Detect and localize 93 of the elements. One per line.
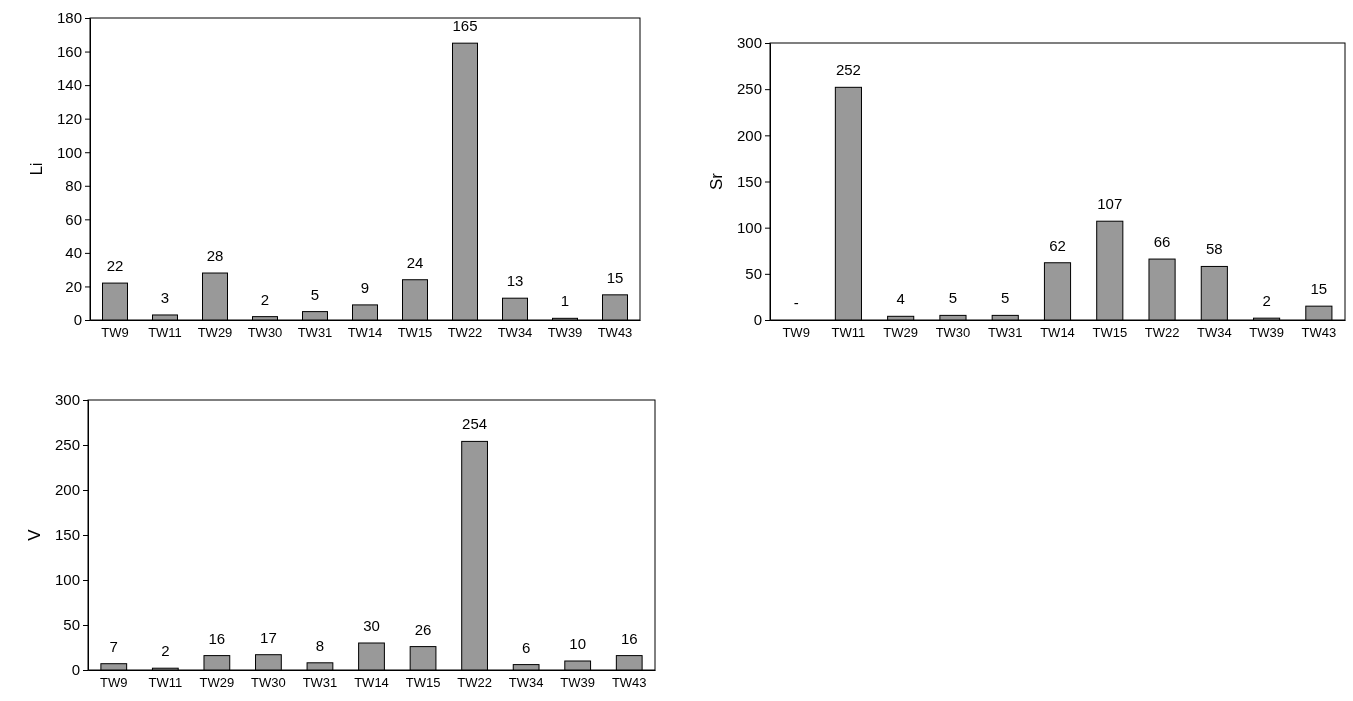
data-label: 165	[452, 17, 478, 35]
data-label: 58	[1205, 240, 1223, 258]
x-tick-label: TW43	[1301, 325, 1337, 341]
data-label: 8	[315, 636, 325, 654]
y-tick-label: 120	[56, 109, 82, 127]
data-label: 1	[560, 292, 570, 310]
y-tick-label: 160	[56, 42, 82, 60]
x-tick-label: TW14	[354, 675, 389, 691]
x-tick-label: TW11	[831, 325, 866, 341]
x-tick-label: TW30	[251, 675, 286, 691]
y-tick-label: 300	[54, 391, 80, 409]
x-tick-label: TW15	[405, 675, 441, 691]
data-label: 66	[1153, 233, 1171, 251]
x-tick-label: TW31	[297, 325, 333, 341]
x-tick-label: TW11	[148, 325, 182, 341]
y-tick-label: 0	[73, 311, 82, 329]
data-label: 6	[521, 638, 531, 656]
y-tick-label: 60	[65, 210, 82, 228]
x-tick-label: TW34	[497, 325, 533, 341]
data-label: 3	[160, 288, 170, 306]
x-tick-label: TW29	[197, 325, 233, 341]
data-label: 10	[569, 635, 587, 652]
data-label: 5	[1001, 289, 1010, 307]
data-label: 5	[948, 289, 958, 307]
x-tick-label: TW9	[782, 325, 810, 341]
x-tick-label: TW15	[397, 325, 433, 341]
data-label: 2	[260, 290, 270, 308]
y-tick-label: 50	[745, 265, 762, 283]
x-tick-label: TW30	[247, 325, 283, 341]
x-tick-label: TW39	[547, 325, 583, 341]
x-tick-label: TW31	[987, 325, 1023, 341]
y-tick-label: 250	[736, 80, 762, 98]
data-label: 5	[310, 285, 320, 303]
data-label: 28	[206, 247, 224, 265]
data-label: 254	[462, 415, 488, 433]
y-tick-label: 40	[65, 244, 82, 262]
data-label: 17	[260, 628, 277, 646]
x-tick-label: TW11	[148, 675, 183, 691]
y-tick-label: 80	[65, 177, 82, 195]
y-tick-label: 100	[736, 218, 762, 236]
data-label: 15	[606, 268, 624, 286]
y-tick-label: 150	[736, 172, 762, 190]
x-tick-label: TW9	[101, 325, 129, 341]
data-label: 2	[1262, 292, 1271, 310]
x-tick-label: TW29	[883, 325, 919, 341]
y-tick-label: 150	[54, 526, 80, 544]
y-tick-label: 250	[54, 436, 80, 454]
x-tick-label: TW9	[100, 675, 128, 691]
data-label: 24	[406, 253, 424, 271]
y-tick-label: 0	[753, 311, 762, 329]
y-axis-title: Sr	[707, 172, 726, 190]
data-label: 22	[106, 257, 124, 275]
data-label: 16	[620, 629, 638, 647]
data-label: 62	[1049, 236, 1066, 254]
data-label: 26	[414, 620, 432, 638]
x-tick-label: TW34	[1196, 325, 1232, 341]
x-tick-label: TW34	[508, 675, 544, 691]
x-tick-label: TW22	[1144, 325, 1180, 341]
y-tick-label: 50	[63, 616, 80, 634]
y-tick-label: 20	[65, 277, 82, 295]
x-tick-label: TW22	[457, 675, 492, 691]
y-tick-label: 100	[56, 143, 82, 161]
x-tick-label: TW14	[1040, 325, 1075, 341]
x-tick-label: TW43	[611, 675, 647, 691]
x-tick-label: TW39	[560, 675, 596, 691]
y-tick-label: 0	[71, 661, 80, 679]
x-tick-label: TW39	[1249, 325, 1284, 341]
data-label: 16	[208, 629, 226, 647]
x-tick-label: TW15	[1092, 325, 1128, 341]
y-tick-label: 100	[54, 571, 80, 589]
y-axis-title: Li	[27, 162, 46, 176]
y-tick-label: 140	[56, 76, 82, 94]
text: -	[793, 294, 799, 311]
data-label: 107	[1097, 195, 1123, 213]
y-axis-title: V	[25, 528, 44, 541]
x-tick-label: TW30	[935, 325, 971, 341]
x-tick-label: TW22	[447, 325, 483, 341]
y-tick-label: 200	[54, 481, 80, 499]
data-label: 252	[835, 61, 861, 79]
data-label: 13	[506, 272, 524, 290]
y-tick-label: 180	[56, 9, 82, 27]
x-tick-label: TW43	[597, 325, 633, 341]
data-label: 7	[109, 637, 118, 655]
data-label: 9	[360, 278, 370, 296]
y-tick-label: 300	[736, 34, 762, 52]
x-tick-label: TW14	[347, 325, 383, 341]
data-label: 30	[363, 617, 380, 634]
x-tick-label: TW31	[302, 675, 338, 691]
data-label: 15	[1310, 280, 1328, 298]
y-tick-label: 200	[736, 126, 762, 144]
x-tick-label: TW29	[199, 675, 235, 691]
data-label: 2	[161, 642, 170, 660]
data-label: 4	[896, 290, 905, 308]
